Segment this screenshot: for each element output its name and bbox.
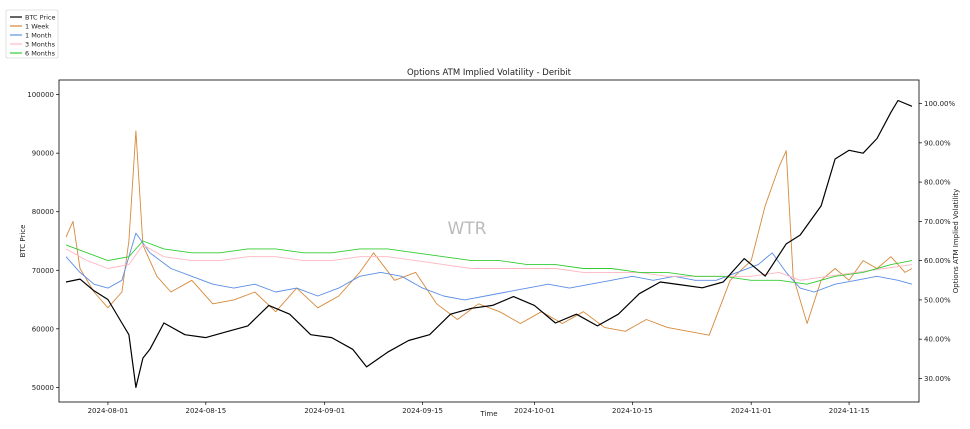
x-tick-label: 2024-09-15	[402, 407, 443, 415]
series-line-3-months	[65, 244, 913, 281]
chart-title: Options ATM Implied Volatility - Deribit	[407, 68, 572, 78]
y-right-axis-label: Options ATM Implied Volatility	[952, 189, 960, 293]
y-left-tick-label: 70000	[32, 267, 54, 275]
x-tick-label: 2024-10-01	[514, 407, 555, 415]
watermark: WTR	[447, 219, 486, 239]
plot-area	[58, 79, 920, 403]
y-right-tick-label: 40.00%	[924, 336, 951, 344]
legend-entry: 1 Week	[25, 22, 49, 30]
axes-layer: 2024-08-01 2024-08-15 2024-09-01 2024-09-15…	[27, 91, 955, 415]
y-right-tick-label: 50.00%	[924, 296, 951, 304]
x-tick-label: 2024-11-01	[731, 407, 772, 415]
y-left-tick-label: 80000	[32, 208, 54, 216]
legend-frame	[5, 9, 59, 59]
y-right-tick-label: 60.00%	[924, 257, 951, 265]
legend-entry: 6 Months	[25, 49, 56, 57]
x-tick-label: 2024-09-01	[304, 407, 345, 415]
series-line-1-month	[65, 232, 913, 301]
legend-entry: 1 Month	[25, 31, 52, 39]
series-line-btc-price	[65, 99, 913, 388]
series-layer	[65, 99, 913, 388]
series-line-6-months	[65, 240, 913, 285]
x-tick-label: 2024-11-15	[829, 407, 870, 415]
y-left-tick-label: 60000	[32, 325, 54, 333]
y-left-axis-label: BTC Price	[19, 225, 27, 258]
x-tick-label: 2024-08-15	[185, 407, 226, 415]
x-tick-label: 2024-10-15	[612, 407, 653, 415]
legend-entry: BTC Price	[25, 13, 56, 21]
y-right-tick-label: 70.00%	[924, 218, 951, 226]
series-line-1-week	[65, 130, 913, 336]
legend-entry: 3 Months	[25, 40, 56, 48]
x-axis-label: Time	[479, 410, 497, 418]
x-tick-label: 2024-08-01	[88, 407, 129, 415]
y-left-tick-label: 50000	[32, 384, 54, 392]
y-left-tick-label: 90000	[32, 150, 54, 158]
y-right-tick-label: 100.00%	[924, 100, 955, 108]
y-right-tick-label: 90.00%	[924, 139, 951, 147]
y-right-tick-label: 30.00%	[924, 375, 951, 383]
y-right-tick-label: 80.00%	[924, 179, 951, 187]
y-left-tick-label: 100000	[27, 91, 54, 99]
